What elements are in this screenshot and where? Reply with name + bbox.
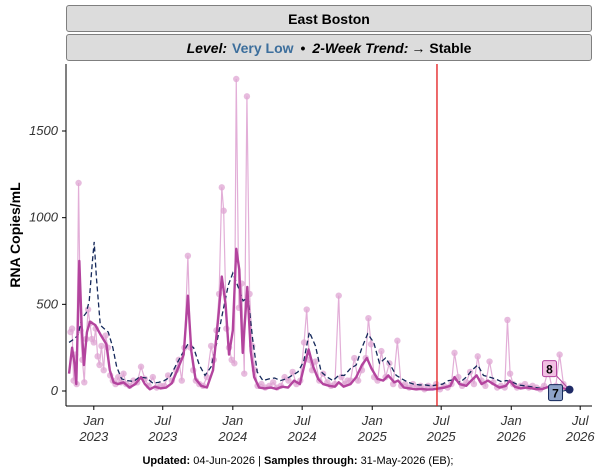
y-tick-label: 500 (36, 296, 58, 311)
sample-point (365, 315, 372, 322)
sample-point (506, 370, 514, 377)
sample-point (207, 342, 215, 350)
y-tick-label: 1000 (29, 210, 59, 225)
sample-point (367, 341, 375, 348)
last-point-marker (565, 385, 574, 394)
x-tick-year-label: 2024 (217, 429, 247, 444)
sample-point (241, 370, 248, 377)
label-smoothed-box (542, 360, 558, 378)
samples-label: Samples through: (263, 455, 358, 467)
sample-point (354, 377, 362, 384)
x-tick-year-label: 2025 (426, 429, 457, 444)
x-tick-label: Jan (500, 413, 522, 428)
sample-point (378, 347, 385, 355)
annotations: 87 (542, 360, 574, 402)
x-tick-label: Jan (82, 413, 104, 428)
smoothed-line (67, 247, 569, 391)
x-tick-year-label: 2026 (565, 429, 596, 444)
sample-point (96, 361, 103, 369)
sample-point (300, 339, 308, 346)
dashed-trend-line (68, 241, 569, 390)
sample-point (335, 292, 342, 299)
sample-point (68, 325, 76, 332)
label-smoothed-text: 8 (546, 363, 553, 377)
sample-point (486, 358, 493, 365)
samples-value: 31-May-2026 (EB); (360, 455, 454, 467)
level-value: Very Low (232, 39, 294, 56)
series-lines (67, 64, 569, 406)
footer-note: Updated: 04-Jun-2026 | Samples through: … (0, 455, 596, 467)
x-tick-year-label: 2023 (78, 429, 109, 444)
sample-point (433, 380, 440, 388)
y-tick-label: 1500 (29, 123, 59, 138)
separator-bullet: • (300, 39, 306, 56)
sample-point (243, 93, 251, 100)
sample-connector-line (70, 78, 569, 391)
x-tick-year-label: 2026 (496, 429, 527, 444)
sample-point (270, 379, 277, 386)
level-trend-strip: Level: Very Low • 2-Week Trend: → Stable (66, 34, 592, 61)
sample-point (233, 75, 240, 83)
y-tick-label: 0 (51, 383, 59, 398)
y-axis-title: RNA Copies/mL (7, 182, 23, 288)
x-tick-label: Jul (571, 413, 590, 428)
trend-arrow-icon: → (411, 39, 426, 56)
sample-point (84, 306, 92, 313)
x-tick-year-label: 2023 (147, 429, 178, 444)
x-tick-label: Jan (221, 413, 243, 428)
sample-point (102, 332, 109, 339)
sample-point (218, 184, 225, 191)
sample-point (504, 316, 511, 324)
sample-point (470, 380, 478, 388)
sample-point (81, 379, 88, 386)
sample-point (114, 373, 122, 381)
sample-point (451, 349, 458, 357)
sample-point (474, 353, 481, 360)
sample-point (289, 368, 296, 376)
footer-separator: | (255, 455, 264, 467)
sample-points (67, 75, 572, 393)
sample-point (285, 377, 292, 384)
x-tick-year-label: 2024 (287, 429, 317, 444)
sample-point (184, 252, 192, 259)
updated-label: Updated: (142, 455, 191, 467)
trend-label: 2-Week Trend: (312, 39, 409, 56)
facet-title: East Boston (288, 10, 370, 27)
sample-point (556, 351, 563, 358)
x-tick-label: Jul (153, 413, 172, 428)
x-tick-label: Jul (432, 413, 451, 428)
sample-point (351, 354, 358, 362)
x-tick-label: Jul (293, 413, 312, 428)
sample-point (164, 372, 172, 379)
sample-point (100, 367, 107, 374)
sample-point (231, 360, 238, 367)
trend-value: Stable (429, 39, 472, 56)
label-dashed-text: 7 (552, 387, 559, 401)
sample-point (98, 342, 105, 350)
sample-point (90, 339, 98, 346)
x-tick-label: Jan (361, 413, 383, 428)
level-label: Level: (186, 39, 228, 56)
updated-value: 04-Jun-2026 (193, 455, 255, 467)
sample-point (94, 353, 101, 360)
sample-point (120, 370, 127, 377)
facet-title-strip: East Boston (66, 5, 592, 32)
sample-point (149, 373, 157, 381)
sample-point (137, 363, 145, 370)
sample-point (303, 306, 310, 313)
sample-point (394, 337, 401, 344)
sample-point (178, 377, 185, 384)
sample-point (220, 207, 227, 214)
sample-point (312, 358, 319, 365)
label-dashed-box (548, 384, 564, 402)
x-tick-year-label: 2025 (357, 429, 388, 444)
sample-point (75, 179, 82, 187)
